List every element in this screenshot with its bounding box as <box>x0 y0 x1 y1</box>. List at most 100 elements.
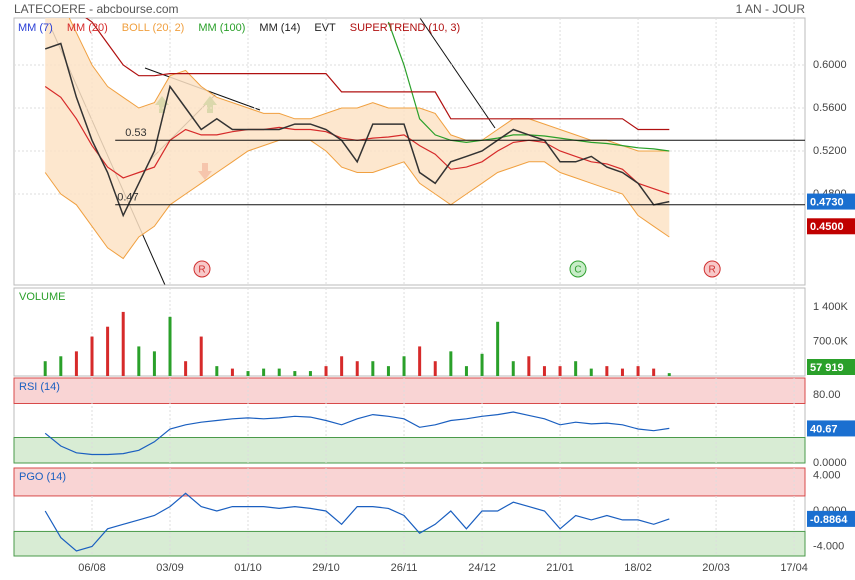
panel-frame <box>13 287 806 377</box>
volume-bar <box>293 371 297 376</box>
volume-bar <box>558 366 562 376</box>
volume-bar <box>402 356 406 376</box>
volume-bar <box>480 353 484 376</box>
volume-bar <box>589 368 593 376</box>
overbought-zone <box>13 467 806 497</box>
volume-bar <box>496 321 500 376</box>
volume-bar <box>106 326 110 376</box>
signal-marker <box>193 260 211 278</box>
volume-bar <box>386 366 390 376</box>
volume-bar <box>74 351 78 376</box>
legend-entry: MM (20) <box>67 22 108 34</box>
volume-bar <box>215 366 219 376</box>
volume-bar <box>184 361 188 376</box>
last-volume-box <box>807 359 855 375</box>
x-tick-label: 17/04 <box>780 562 808 574</box>
panel-title: VOLUME <box>19 291 65 303</box>
page-title: LATECOERE - abcbourse.com <box>14 2 179 16</box>
volume-bar <box>59 356 63 376</box>
signal-marker <box>569 260 587 278</box>
y-tick-label: 80.00 <box>813 389 841 401</box>
oversold-zone <box>13 530 806 557</box>
oversold-zone <box>13 437 806 464</box>
moving-average <box>85 18 670 131</box>
level-label: 0.53 <box>125 127 146 139</box>
legend-entry: MM (14) <box>259 22 300 34</box>
volume-bar <box>636 366 640 376</box>
volume-bar <box>230 368 234 376</box>
volume-bar <box>199 336 203 376</box>
indicator-line <box>44 411 670 456</box>
signal-marker <box>703 260 721 278</box>
legend-entry: BOLL (20, 2) <box>122 22 185 34</box>
volume-bar <box>605 366 609 376</box>
y-tick-label: 700.0K <box>813 335 849 347</box>
y-tick-label: -4.000 <box>813 540 844 552</box>
volume-bar <box>464 366 468 376</box>
volume-bar <box>542 366 546 376</box>
volume-bar <box>262 368 266 376</box>
last-indicator-label: -0.8864 <box>810 514 848 526</box>
volume-bar <box>277 368 281 376</box>
volume-bar <box>308 371 312 376</box>
last-indicator-box <box>807 510 855 527</box>
legend-entry: MM (100) <box>198 22 245 34</box>
overbought-zone <box>13 377 806 404</box>
y-tick-label: 1 400K <box>813 301 849 313</box>
volume-bar <box>620 368 624 376</box>
signal-label: C <box>574 265 581 276</box>
volume-bar <box>355 361 359 376</box>
volume-bar <box>449 351 453 376</box>
y-tick-label: 0.5600 <box>813 102 847 114</box>
x-tick-label: 18/02 <box>624 562 652 574</box>
x-tick-label: 21/01 <box>546 562 574 574</box>
legend-entry: MM (7) <box>18 22 53 34</box>
panel-title: RSI (14) <box>19 381 60 393</box>
x-tick-label: 24/12 <box>468 562 496 574</box>
legend-entry: SUPERTREND (10, 3) <box>350 22 460 34</box>
volume-bar <box>246 371 250 376</box>
last-price-label: 0.4500 <box>810 221 844 233</box>
x-tick-label: 26/11 <box>391 562 418 574</box>
volume-bar <box>511 361 515 376</box>
y-tick-label: 0.5200 <box>813 145 847 157</box>
last-indicator-label: 40.67 <box>810 423 838 435</box>
panel-title: PGO (14) <box>19 471 66 483</box>
last-volume-label: 57 919 <box>810 362 844 374</box>
last-price-label: 0.4730 <box>810 196 844 208</box>
y-tick-label: 0.0000 <box>813 457 847 469</box>
price-line <box>44 42 670 218</box>
bollinger-band <box>45 18 670 259</box>
legend-entry: EVT <box>314 22 336 34</box>
volume-bar <box>652 368 656 376</box>
x-tick-label: 03/09 <box>156 562 184 574</box>
volume-bar <box>340 356 344 376</box>
x-tick-label: 01/10 <box>234 562 262 574</box>
last-price-box <box>807 193 855 210</box>
volume-bar <box>574 361 578 376</box>
volume-bar <box>168 316 172 376</box>
volume-bar <box>527 356 531 376</box>
signal-label: R <box>198 265 205 276</box>
volume-bar <box>152 351 156 376</box>
volume-bar <box>667 373 671 376</box>
volume-bar <box>371 361 375 376</box>
x-tick-label: 06/08 <box>78 562 106 574</box>
bollinger-lower <box>44 139 670 260</box>
volume-bar <box>324 366 328 376</box>
y-tick-label: 0.6000 <box>813 59 847 71</box>
signal-label: R <box>709 265 716 276</box>
volume-bar <box>43 361 47 376</box>
volume-bar <box>137 346 141 376</box>
period: 1 AN - JOUR <box>736 2 806 16</box>
y-tick-label: 4.000 <box>813 469 841 481</box>
last-price-box <box>807 218 855 235</box>
volume-bar <box>90 336 94 376</box>
x-tick-label: 20/03 <box>702 562 730 574</box>
last-indicator-box <box>807 420 855 437</box>
x-tick-label: 29/10 <box>312 562 340 574</box>
volume-bar <box>418 346 422 376</box>
bollinger-upper <box>68 18 670 152</box>
volume-bar <box>121 311 125 376</box>
